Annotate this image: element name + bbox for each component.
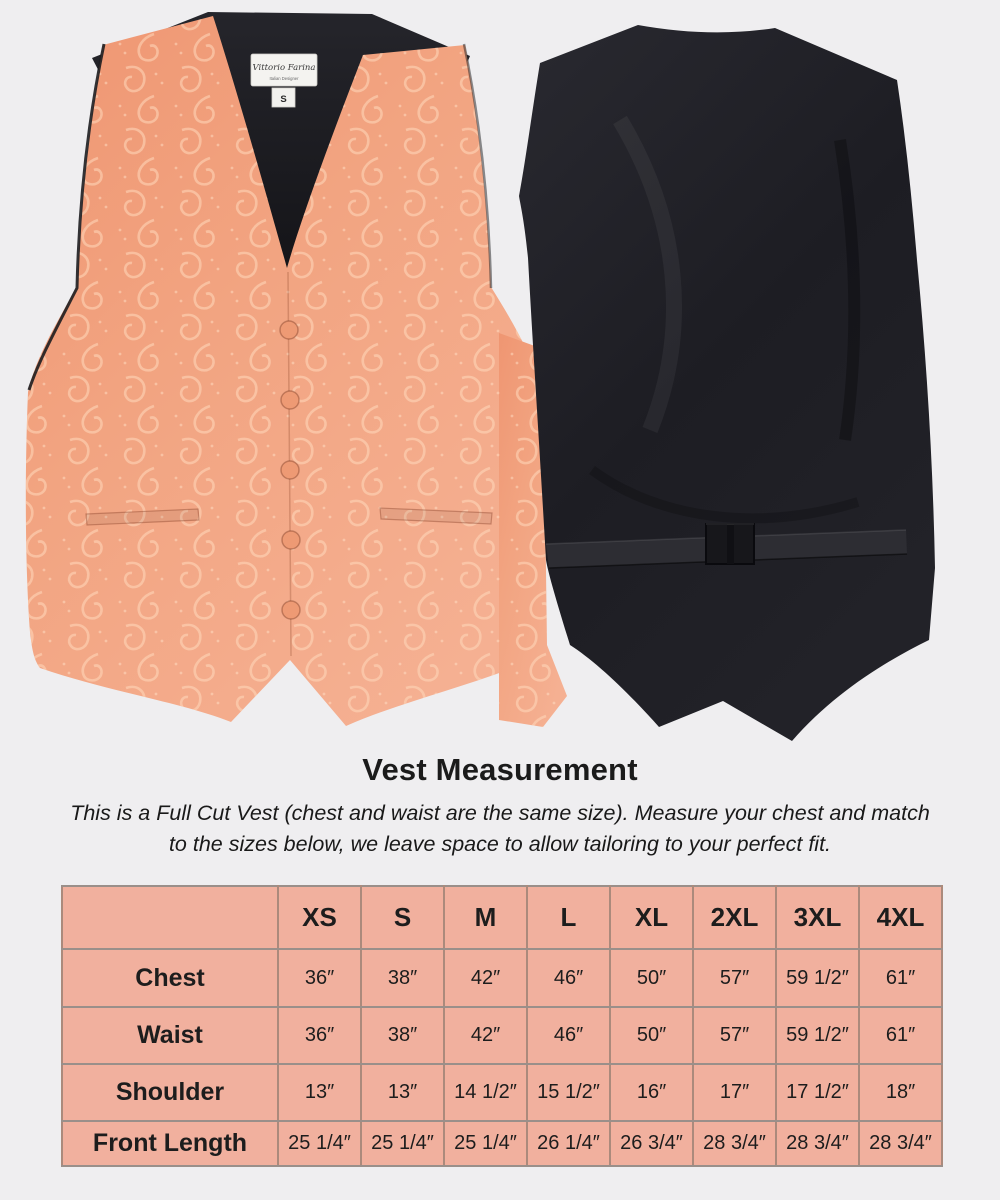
size-column-header: L	[526, 885, 611, 951]
size-cell: 25 1/4″	[443, 1120, 528, 1168]
size-column-header: 4XL	[858, 885, 943, 951]
size-row-label: Waist	[61, 1006, 279, 1066]
size-tag	[271, 87, 296, 108]
size-cell: 59 1/2″	[775, 948, 860, 1009]
size-cell: 46″	[526, 948, 611, 1009]
size-cell: 50″	[609, 1006, 694, 1066]
vest-front-back-illustration: Vittorio Farina Italian Designer S	[25, 12, 935, 741]
size-row-label: Chest	[61, 948, 279, 1009]
size-column-header: S	[360, 885, 445, 951]
measurement-description: This is a Full Cut Vest (chest and waist…	[70, 801, 930, 856]
size-cell: 15 1/2″	[526, 1063, 611, 1123]
back-vest-adjuster-strap	[545, 523, 908, 569]
back-vest-body	[519, 25, 935, 741]
size-cell: 61″	[858, 948, 943, 1009]
size-cell: 50″	[609, 948, 694, 1009]
size-cell: 57″	[692, 1006, 777, 1066]
size-chart-header: XS S M L XL 2XL 3XL 4XL	[61, 885, 943, 951]
size-cell: 17″	[692, 1063, 777, 1123]
size-cell: 13″	[360, 1063, 445, 1123]
front-vest-image: Vittorio Farina Italian Designer S	[25, 12, 542, 726]
size-cell: 13″	[277, 1063, 362, 1123]
size-cell: 38″	[360, 1006, 445, 1066]
size-table-corner	[61, 885, 279, 951]
size-cell: 42″	[443, 948, 528, 1009]
size-cell: 28 3/4″	[858, 1120, 943, 1168]
size-cell: 61″	[858, 1006, 943, 1066]
brand-sublabel-text: Italian Designer	[269, 76, 299, 81]
size-cell: 36″	[277, 948, 362, 1009]
size-cell: 25 1/4″	[277, 1120, 362, 1168]
size-cell: 18″	[858, 1063, 943, 1123]
back-vest-coral-sliver-texture	[499, 333, 567, 727]
size-column-header: 3XL	[775, 885, 860, 951]
size-cell: 36″	[277, 1006, 362, 1066]
size-cell: 59 1/2″	[775, 1006, 860, 1066]
size-table-row: Shoulder 13″ 13″ 14 1/2″ 15 1/2″ 16″ 17″ 17 1/2…	[61, 1063, 943, 1123]
front-vest-buttons	[279, 320, 301, 620]
size-tag-text: S	[280, 94, 286, 105]
size-cell: 28 3/4″	[775, 1120, 860, 1168]
size-table-row: Chest 36″ 38″ 42″ 46″ 50″ 57″ 59 1/2″ 61″	[61, 948, 943, 1009]
product-image-pair: Vittorio Farina Italian Designer S	[25, 12, 935, 741]
back-vest-wrinkles	[589, 115, 861, 524]
front-vest-paisley-texture	[25, 16, 542, 726]
front-vest-left-piping	[27, 43, 106, 391]
size-column-header: M	[443, 885, 528, 951]
size-chart-table: XS S M L XL 2XL 3XL 4XL Chest 36″ 38″ 42″ 46″ 50″ 57″…	[61, 885, 943, 1168]
size-cell: 57″	[692, 948, 777, 1009]
size-row-label: Shoulder	[61, 1063, 279, 1123]
size-table-row: Front Length 25 1/4″ 25 1/4″ 25 1/4″ 26 1/4″…	[61, 1120, 943, 1168]
size-column-header: XS	[277, 885, 362, 951]
size-cell: 14 1/2″	[443, 1063, 528, 1123]
front-vest-left-pocket	[85, 508, 200, 526]
brand-label-text: Vittorio Farina	[253, 63, 316, 73]
size-cell: 28 3/4″	[692, 1120, 777, 1168]
size-cell: 26 3/4″	[609, 1120, 694, 1168]
size-cell: 46″	[526, 1006, 611, 1066]
size-table-row: Waist 36″ 38″ 42″ 46″ 50″ 57″ 59 1/2″ 61″	[61, 1006, 943, 1066]
size-cell: 16″	[609, 1063, 694, 1123]
size-column-header: XL	[609, 885, 694, 951]
back-vest-image	[499, 25, 935, 741]
size-column-header: 2XL	[692, 885, 777, 951]
size-row-label: Front Length	[61, 1120, 279, 1168]
size-cell: 42″	[443, 1006, 528, 1066]
page-title: Vest Measurement	[362, 752, 638, 787]
front-vest-right-pocket	[379, 507, 493, 525]
size-chart-body: Chest 36″ 38″ 42″ 46″ 50″ 57″ 59 1/2″ 61″ Waist 36…	[61, 948, 943, 1168]
size-cell: 26 1/4″	[526, 1120, 611, 1168]
size-cell: 25 1/4″	[360, 1120, 445, 1168]
size-cell: 38″	[360, 948, 445, 1009]
front-vest-right-piping	[462, 43, 493, 289]
brand-label: Vittorio Farina Italian Designer S	[250, 53, 318, 108]
size-cell: 17 1/2″	[775, 1063, 860, 1123]
